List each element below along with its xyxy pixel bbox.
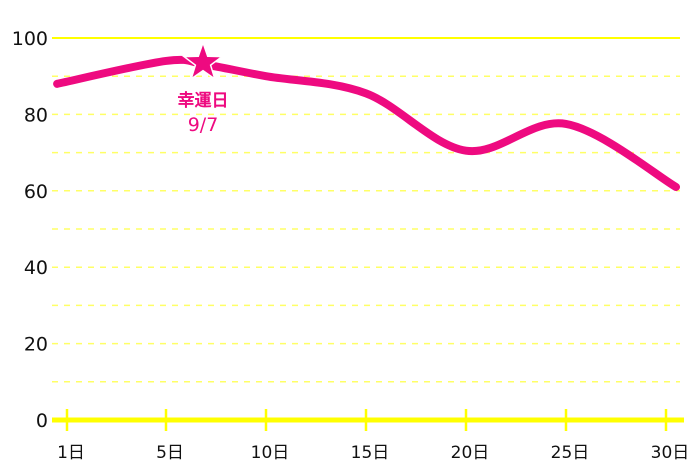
y-tick-label: 20 xyxy=(24,334,48,356)
y-tick-label: 0 xyxy=(36,410,48,432)
x-tick-label: 25日 xyxy=(551,443,590,463)
annotation-date: 9/7 xyxy=(188,114,219,136)
lucky-day-annotation: 幸運日 9/7 xyxy=(178,40,229,136)
x-tick-label: 30日 xyxy=(651,443,690,463)
annotation-label: 幸運日 xyxy=(178,90,229,111)
series-line xyxy=(53,55,680,191)
x-tick-label: 5日 xyxy=(156,443,184,463)
y-tick-label: 80 xyxy=(24,104,48,126)
grid-lines xyxy=(52,37,680,383)
y-tick-label: 100 xyxy=(12,28,48,50)
star-icon xyxy=(181,40,225,81)
x-tick-label: 10日 xyxy=(251,443,290,463)
x-tick-label: 15日 xyxy=(351,443,390,463)
x-tick-label: 20日 xyxy=(451,443,490,463)
y-tick-label: 60 xyxy=(24,181,48,203)
y-axis: 0 20 40 60 80 100 xyxy=(12,28,48,432)
y-tick-label: 40 xyxy=(24,257,48,279)
x-tick-label: 1日 xyxy=(57,443,85,463)
x-axis: 1日 5日 10日 15日 20日 25日 30日 xyxy=(52,409,689,463)
